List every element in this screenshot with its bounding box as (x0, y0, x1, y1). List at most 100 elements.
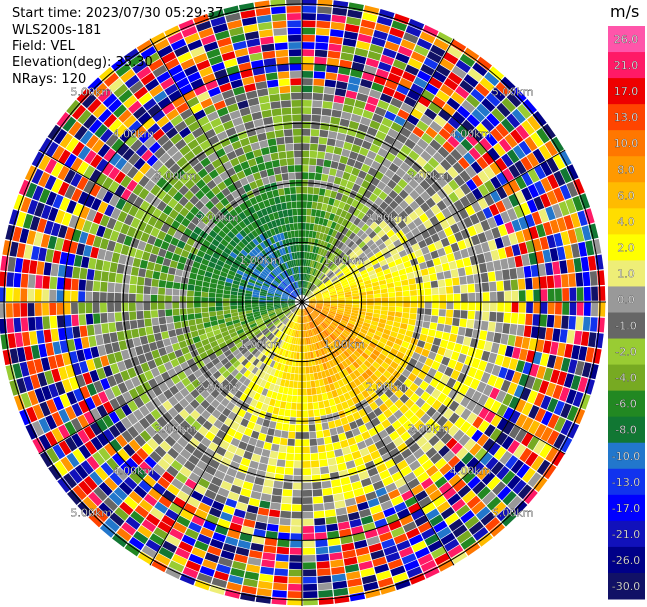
gate-cell (255, 235, 263, 244)
gate-cell (255, 155, 264, 165)
gate-cell (296, 186, 302, 194)
gate-cell (331, 238, 338, 246)
gate-cell (214, 234, 223, 243)
gate-cell (471, 501, 486, 515)
gate-cell (6, 318, 15, 333)
gate-cell (496, 102, 511, 118)
gate-cell (446, 215, 456, 226)
gate-cell (387, 352, 396, 361)
gate-cell (430, 452, 442, 465)
gate-cell (274, 196, 281, 205)
radial-line (301, 301, 566, 455)
gate-cell (397, 220, 407, 230)
gate-cell (370, 320, 379, 327)
gate-cell (292, 128, 302, 136)
gate-cell (62, 379, 73, 393)
gate-cell (287, 312, 293, 319)
gate-cell (138, 175, 150, 188)
gate-cell (277, 452, 287, 460)
gate-cell (150, 196, 162, 208)
gate-cell (431, 233, 440, 243)
gate-cell (272, 159, 280, 168)
gate-cell (399, 200, 409, 210)
gate-cell (235, 471, 247, 481)
gate-cell (281, 247, 287, 255)
gate-cell (492, 481, 506, 496)
gate-cell (275, 203, 283, 212)
gate-cell (337, 272, 344, 279)
gate-cell (106, 457, 120, 472)
gate-cell (353, 325, 361, 332)
gate-cell (348, 264, 356, 271)
gate-cell (340, 52, 354, 62)
gate-cell (306, 291, 312, 297)
gate-cell (340, 210, 348, 218)
gate-cell (43, 262, 52, 276)
gate-cell (274, 306, 281, 310)
gate-cell (166, 274, 175, 282)
gate-cell (128, 388, 139, 400)
gate-cell (239, 263, 248, 270)
gate-cell (262, 552, 276, 561)
gate-cell (444, 366, 454, 377)
gate-cell (289, 424, 296, 432)
gate-cell (73, 254, 83, 267)
gate-cell (224, 361, 233, 370)
gate-cell (139, 461, 152, 474)
gate-cell (284, 467, 294, 475)
gate-cell (221, 345, 230, 353)
gate-cell (461, 452, 474, 465)
gate-cell (448, 412, 460, 424)
gate-cell (293, 245, 297, 252)
gate-cell (255, 218, 263, 227)
gate-cell (286, 261, 291, 269)
gate-cell (211, 357, 220, 366)
gate-cell (273, 304, 281, 307)
gate-cell (511, 87, 527, 103)
gate-cell (178, 196, 189, 207)
gate-cell (402, 173, 413, 184)
gate-cell (450, 242, 460, 253)
gate-cell (311, 312, 317, 318)
gate-cell (139, 200, 150, 212)
gate-cell (484, 397, 495, 410)
gate-cell (203, 520, 217, 532)
gate-cell (436, 526, 452, 540)
gate-cell (22, 331, 31, 347)
gate-cell (172, 70, 187, 83)
gate-cell (316, 202, 323, 210)
gate-cell (355, 494, 367, 504)
gate-cell (295, 237, 299, 245)
gate-cell (193, 226, 203, 235)
gate-cell (404, 195, 415, 205)
gate-cell (316, 553, 330, 562)
gate-cell (246, 90, 258, 100)
gate-cell (315, 42, 329, 50)
gate-cell (199, 139, 211, 151)
gate-cell (215, 297, 223, 302)
gate-cell (325, 235, 331, 243)
gate-cell (385, 256, 394, 264)
gate-cell (459, 53, 476, 68)
gate-cell (23, 376, 34, 392)
gate-cell (447, 425, 459, 437)
gate-cell (337, 73, 350, 83)
gate-cell (365, 57, 380, 68)
gate-cell (125, 457, 139, 471)
gate-cell (139, 393, 151, 405)
gate-cell (263, 318, 271, 324)
ring-label: 4.00km (113, 465, 155, 478)
gate-cell (366, 345, 375, 353)
gate-cell (125, 516, 141, 530)
gate-cell (186, 167, 197, 179)
gate-cell (383, 370, 392, 379)
gate-cell (396, 540, 411, 551)
gate-cell (44, 175, 57, 191)
gate-cell (320, 348, 326, 356)
gate-cell (436, 501, 451, 514)
gate-cell (139, 335, 149, 345)
gate-cell (343, 203, 351, 212)
gate-cell (336, 311, 344, 316)
gate-cell (345, 221, 353, 229)
gate-cell (257, 162, 266, 172)
